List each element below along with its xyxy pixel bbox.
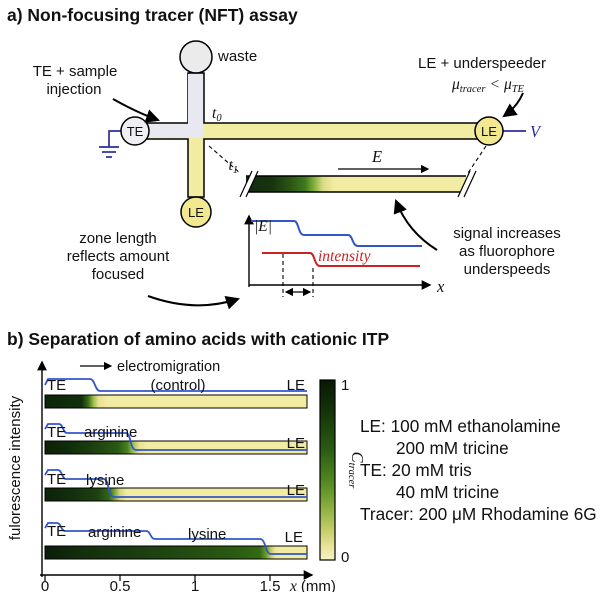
trace1-analyte: (control): [150, 377, 205, 394]
te-injection-line1: TE + sample: [33, 63, 118, 80]
channel-image-control: [44, 394, 308, 409]
electromigration-label: electromigration: [117, 359, 220, 375]
zone-note-arrow: [147, 295, 240, 310]
le-reservoir-bottom: [180, 196, 212, 228]
efield-label: E: [371, 147, 382, 166]
signal-note-arrow: [393, 199, 438, 251]
tick-0: 0: [41, 578, 49, 592]
colorbar-min: 0: [341, 549, 349, 566]
channel-image-arginine: [44, 440, 308, 455]
te-reservoir-label: TE: [127, 124, 144, 139]
chemistry-le-line1: LE: 100 mM ethanolamine: [360, 416, 561, 436]
intensity-label: intensity: [318, 248, 371, 265]
break-marks-left: [239, 169, 259, 199]
b-x-axis-label: x (mm): [289, 578, 336, 592]
trace3-te: TE: [47, 471, 66, 488]
inset-plot: [244, 214, 432, 297]
colorbar-max: 1: [341, 377, 349, 394]
le-underspeeder-label: LE + underspeeder: [418, 55, 546, 72]
trace-arg-lys: [44, 522, 307, 555]
trace2-analyte: arginine: [84, 424, 137, 441]
trace1-te: TE: [47, 377, 66, 394]
colorbar: [319, 379, 336, 561]
waste-label: waste: [217, 48, 257, 65]
trace-arginine: [44, 423, 307, 451]
t1-channel: [246, 176, 466, 192]
trace1-le: LE: [287, 377, 305, 394]
break-marks-right: [457, 169, 477, 199]
tick-0-5: 0.5: [110, 578, 131, 592]
abs-e-label: |E|: [254, 218, 272, 235]
te-reservoir: [120, 116, 150, 146]
trace3-le: LE: [287, 482, 305, 499]
signal-note-line3: underspeeds: [464, 261, 551, 278]
trace3-analyte: lysine: [86, 472, 124, 489]
signal-note-line2: as fluorophore: [459, 243, 555, 260]
intensity-curve: [262, 252, 420, 267]
le-reservoir-right: [474, 116, 504, 146]
trace4-analyte: arginine: [88, 524, 141, 541]
efield-curve: [251, 220, 422, 247]
trace4-analyte2: lysine: [188, 526, 226, 543]
zone-note-line3: focused: [92, 266, 145, 283]
signal-note-line1: signal increases: [453, 225, 561, 242]
te-injection-arrow: [112, 98, 160, 123]
colorbar-label: Ctracer: [346, 452, 367, 490]
t1-label: t1: [228, 157, 238, 176]
ground-symbol: [99, 130, 121, 158]
channel-image-lysine: [44, 487, 308, 502]
b-x-ticks: [44, 575, 271, 581]
plot-x-label: x: [436, 277, 445, 296]
trace2-le: LE: [287, 435, 305, 452]
zoom-connector-right: [467, 145, 487, 174]
b-y-axis-label: fulorescence intensity: [7, 395, 24, 540]
trace2-te: TE: [47, 424, 66, 441]
trace4-te: TE: [47, 523, 66, 540]
le-bottom-label: LE: [188, 205, 204, 220]
trace4-le: LE: [285, 529, 303, 546]
te-injection-line2: injection: [46, 81, 101, 98]
zone-note-line1: zone length: [79, 230, 157, 247]
zone-note-line2: reflects amount: [67, 248, 170, 265]
chemistry-tracer: Tracer: 200 μM Rhodamine 6G: [360, 504, 597, 524]
t0-label: t0: [212, 105, 222, 124]
channel-image-arg-lys: [44, 545, 308, 560]
chemistry-le-line2: 200 mM tricine: [396, 438, 509, 458]
le-right-label: LE: [481, 124, 497, 139]
tick-1: 1: [191, 578, 199, 592]
trace-lysine: [44, 469, 307, 498]
panel-b-heading: b) Separation of amino acids with cation…: [7, 329, 389, 349]
trace-control: [44, 378, 307, 392]
tick-1-5: 1.5: [260, 578, 281, 592]
mobility-inequality: μtracer < μTE: [451, 76, 525, 95]
voltage-label: V: [530, 122, 542, 141]
le-underspeeder-arrow: [502, 92, 524, 118]
chemistry-te-line1: TE: 20 mM tris: [360, 460, 472, 480]
waste-reservoir: [179, 40, 213, 74]
chemistry-te-line2: 40 mM tricine: [396, 482, 499, 502]
panel-a-heading: a) Non-focusing tracer (NFT) assay: [7, 5, 298, 25]
